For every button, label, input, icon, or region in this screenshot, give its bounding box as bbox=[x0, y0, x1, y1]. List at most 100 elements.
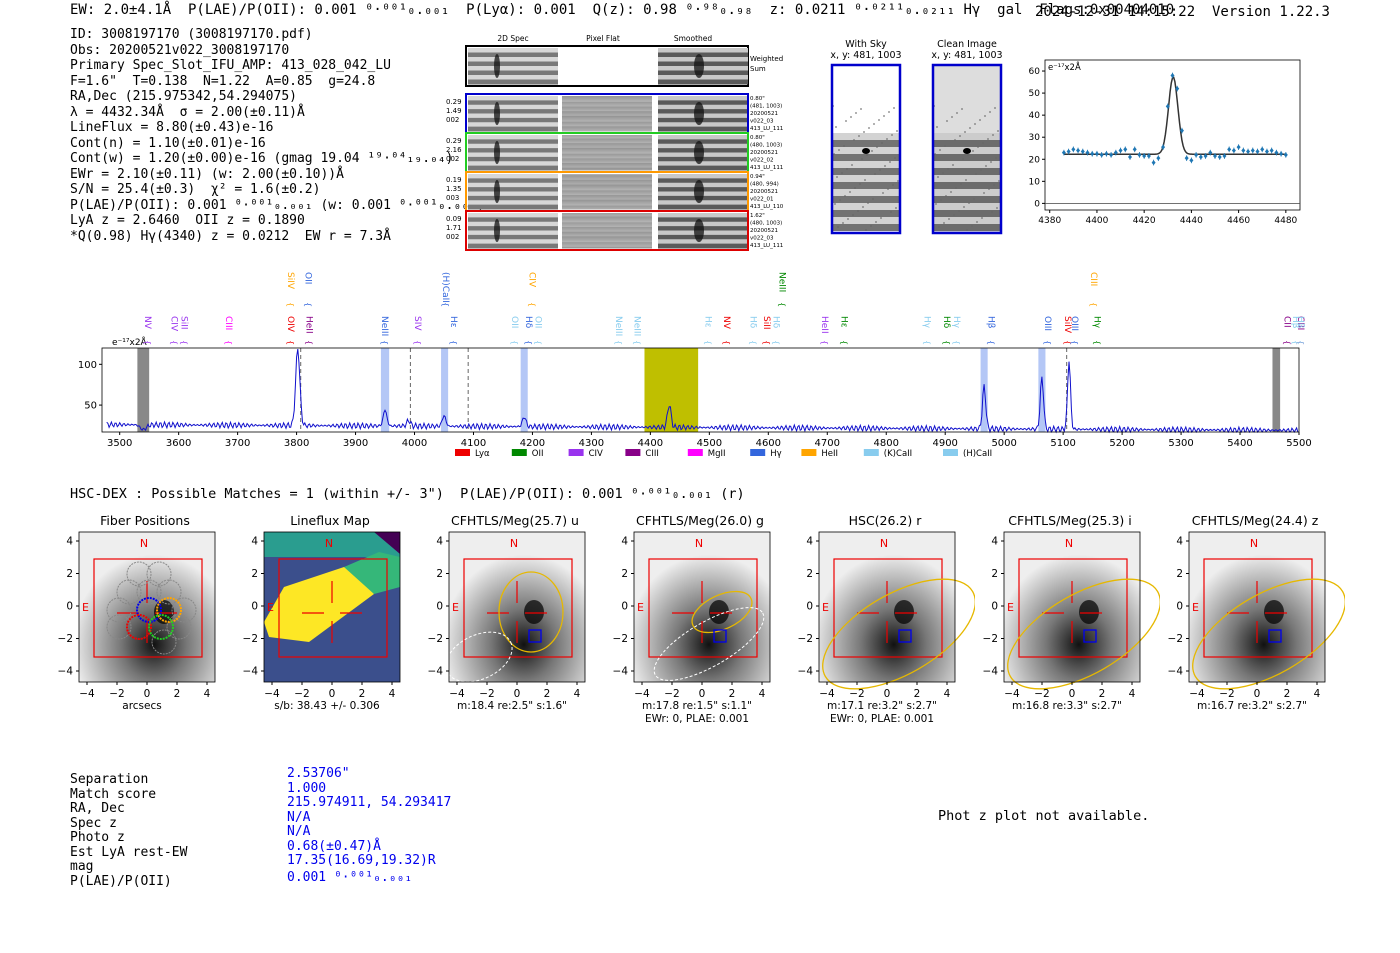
imaging-ytick-label: −4 bbox=[428, 666, 444, 678]
fit-data-point bbox=[1104, 151, 1109, 157]
imaging-xtick-label: 2 bbox=[174, 688, 181, 700]
fit-xtick-label: 4400 bbox=[1085, 216, 1108, 226]
imaging-panel-title: Lineflux Map bbox=[290, 513, 370, 528]
neighbor-ellipse bbox=[445, 631, 513, 683]
cutout-strip bbox=[468, 48, 558, 85]
with-sky-coords: x, y: 481, 1003 bbox=[830, 50, 901, 61]
imaging-ytick-label: 0 bbox=[66, 601, 73, 613]
cutout-strip bbox=[562, 174, 652, 210]
line-id-label: Hε bbox=[702, 316, 712, 328]
cutout-strip bbox=[468, 213, 558, 249]
line-id-label: Hβ bbox=[985, 316, 995, 329]
imaging-xtick-label: 0 bbox=[144, 688, 151, 700]
fit-data-point bbox=[1222, 153, 1227, 159]
imaging-xtick-label: −2 bbox=[479, 688, 494, 700]
legend-swatch bbox=[455, 449, 470, 456]
fit-data-point bbox=[1231, 147, 1236, 153]
imaging-xtick-label: 4 bbox=[1129, 688, 1136, 700]
imaging-ytick-label: −4 bbox=[798, 666, 814, 678]
imaging-ytick-label: −4 bbox=[983, 666, 999, 678]
imaging-panel-image bbox=[449, 532, 585, 682]
line-id-brace: { bbox=[380, 340, 389, 345]
line-id-label: CIII bbox=[1088, 272, 1098, 286]
east-label: E bbox=[822, 601, 829, 614]
imaging-panel-title: Fiber Positions bbox=[100, 513, 190, 528]
line-id-brace: { bbox=[762, 340, 771, 345]
target-box bbox=[1083, 629, 1097, 643]
imaging-panel-title: HSC(26.2) r bbox=[849, 513, 923, 528]
line-id-brace: { bbox=[143, 340, 152, 345]
legend-label: Lyα bbox=[475, 449, 490, 459]
imaging-ytick-label: −2 bbox=[428, 633, 443, 645]
fit-data-point bbox=[1194, 152, 1199, 158]
cutout-right-label: 413_LU_111 bbox=[750, 126, 783, 132]
fit-data-point bbox=[1255, 149, 1260, 155]
line-id-brace: { bbox=[286, 340, 295, 345]
imaging-panel-image bbox=[634, 532, 770, 682]
spectrum-xtick-label: 4100 bbox=[461, 438, 486, 449]
aperture-ellipse bbox=[822, 578, 975, 690]
line-id-label: SiIV bbox=[1062, 316, 1072, 334]
imaging-panel-image bbox=[1189, 532, 1325, 682]
cutout-right-label: 20200521 bbox=[750, 189, 778, 195]
imaging-xtick-label: 4 bbox=[759, 688, 766, 700]
imaging-ytick-label: 2 bbox=[806, 568, 813, 580]
line-id-label: Hε bbox=[448, 316, 458, 328]
line-id-label: Hδ bbox=[523, 316, 533, 329]
line-id-label: CIV bbox=[527, 272, 537, 288]
imaging-ytick-label: 0 bbox=[991, 601, 998, 613]
line-id-brace: { bbox=[952, 340, 961, 345]
legend-swatch bbox=[943, 449, 958, 456]
cutout-strip bbox=[468, 174, 558, 210]
cutout-left-label: 0.09 bbox=[446, 215, 462, 223]
line-id-label: Hδ bbox=[748, 316, 758, 329]
imaging-xtick-label: 2 bbox=[729, 688, 736, 700]
aperture-ellipse bbox=[498, 571, 564, 653]
search-box bbox=[463, 558, 573, 658]
north-label: N bbox=[1250, 537, 1258, 550]
legend-swatch bbox=[801, 449, 817, 456]
spectrum-xtick-label: 4500 bbox=[697, 438, 722, 449]
line-id-brace: { bbox=[1070, 340, 1079, 345]
imaging-xtick-label: 2 bbox=[1284, 688, 1291, 700]
line-id-label: Hβ bbox=[1295, 316, 1305, 329]
fit-plot-frame bbox=[1044, 59, 1301, 211]
imaging-xtick-label: 2 bbox=[544, 688, 551, 700]
imaging-panel-caption: m:18.4 re:2.5" s:1.6" bbox=[457, 700, 567, 712]
legend-swatch bbox=[863, 449, 879, 456]
spectrum-frame bbox=[101, 347, 1300, 433]
clean-image-image bbox=[933, 65, 1001, 233]
fit-ytick-label: 50 bbox=[1029, 89, 1041, 99]
imaging-xtick-label: 0 bbox=[699, 688, 706, 700]
line-id-brace: { bbox=[286, 302, 295, 307]
fit-ytick-label: 20 bbox=[1029, 155, 1041, 165]
fit-data-point bbox=[1151, 160, 1156, 166]
imaging-xtick-label: 0 bbox=[1254, 688, 1261, 700]
imaging-ytick-label: −2 bbox=[798, 633, 813, 645]
spectrum-xtick-label: 3900 bbox=[343, 438, 368, 449]
imaging-xtick-label: −2 bbox=[664, 688, 679, 700]
cutouts-panel: 2D Spec Pixel Flat Smoothed Weighted Sum 0.29… bbox=[446, 34, 784, 251]
imaging-xtick-label: −2 bbox=[849, 688, 864, 700]
fit-data-point bbox=[1137, 152, 1142, 158]
cutout-right-label: 20200521 bbox=[750, 150, 778, 156]
fit-data-point bbox=[1246, 149, 1251, 155]
cutout-strip bbox=[658, 213, 748, 249]
imaging-xtick-label: −2 bbox=[1034, 688, 1049, 700]
imaging-xtick-label: 2 bbox=[914, 688, 921, 700]
cutout-row-frame bbox=[465, 210, 749, 251]
fiber-circle bbox=[151, 629, 177, 655]
imaging-xtick-label: −2 bbox=[109, 688, 124, 700]
legend-label: CIII bbox=[645, 449, 658, 459]
line-id-label: OIII bbox=[1069, 316, 1079, 331]
fit-data-point bbox=[1189, 157, 1194, 163]
fiber-circle bbox=[156, 579, 182, 605]
spectrum-xtick-label: 5400 bbox=[1227, 438, 1252, 449]
fit-data-point bbox=[1118, 147, 1123, 153]
line-id-brace: { bbox=[1291, 340, 1300, 345]
spectrum-xtick-label: 4300 bbox=[579, 438, 604, 449]
imaging-panel-caption: s/b: 38.43 +/- 0.306 bbox=[274, 700, 380, 712]
search-box bbox=[93, 558, 203, 658]
imaging-xtick-label: 0 bbox=[884, 688, 891, 700]
line-id-brace: { bbox=[303, 302, 312, 307]
